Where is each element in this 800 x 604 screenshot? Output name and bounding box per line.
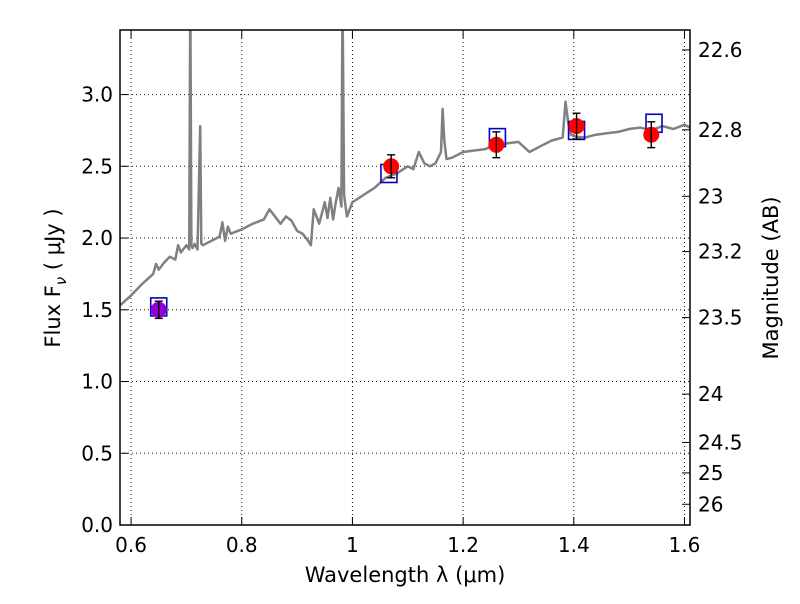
x-tick-label: 1 — [346, 533, 359, 557]
right-tick-label: 22.8 — [698, 118, 743, 142]
y-tick-label: 1.0 — [81, 370, 113, 394]
right-tick-label: 24 — [698, 382, 723, 406]
x-axis-label: Wavelength λ (μm) — [305, 563, 506, 587]
x-tick-label: 0.6 — [115, 533, 147, 557]
right-tick-label: 23.2 — [698, 240, 743, 264]
x-axis: 0.6 0.8 1 1.2 1.4 1.6 — [115, 30, 700, 557]
x-tick-label: 1.4 — [558, 533, 590, 557]
y-axis-label-unit: ( μJy ) — [41, 208, 65, 276]
right-tick-label: 26 — [698, 492, 723, 516]
observed-point-layer — [150, 112, 660, 320]
plot-background — [120, 30, 690, 525]
right-tick-label: 23.5 — [698, 306, 743, 330]
y-tick-label: 1.5 — [81, 298, 113, 322]
y-axis-label-subscript: ν — [52, 277, 70, 285]
y-tick-label: 2.5 — [81, 154, 113, 178]
spectrum-layer — [120, 30, 690, 307]
right-tick-label: 22.6 — [698, 38, 743, 62]
right-axis: 22.6 22.8 23 23.2 23.5 24 24.5 25 26 — [682, 38, 743, 516]
y-tick-label: 2.0 — [81, 226, 113, 250]
y-tick-label: 3.0 — [81, 83, 113, 107]
x-tick-label: 1.6 — [669, 533, 701, 557]
right-tick-label: 24.5 — [698, 430, 743, 454]
y-tick-label: 0.0 — [81, 513, 113, 537]
plot-frame — [119, 29, 691, 526]
y-tick-label: 0.5 — [81, 441, 113, 465]
spectrum-line — [120, 30, 690, 307]
x-tick-label: 0.8 — [226, 533, 258, 557]
right-tick-label: 23 — [698, 184, 723, 208]
y-axis-label-main: Flux F — [41, 285, 65, 347]
y-axis: 0.0 0.5 1.0 1.5 2.0 2.5 3.0 — [81, 83, 128, 537]
right-axis-label: Magnitude (AB) — [759, 196, 783, 359]
right-tick-label: 25 — [698, 461, 723, 485]
y-axis-label: Flux Fν ( μJy ) — [41, 208, 70, 347]
x-tick-label: 1.2 — [447, 533, 479, 557]
